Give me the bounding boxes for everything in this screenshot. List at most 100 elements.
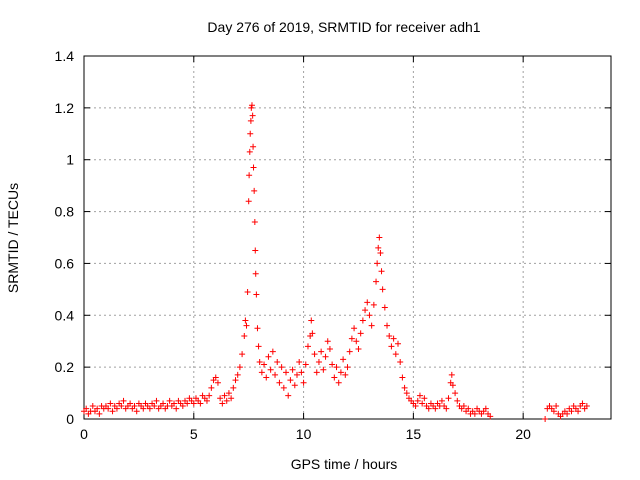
data-point [302, 361, 309, 368]
data-point [252, 270, 259, 277]
data-point [269, 348, 276, 355]
data-point [291, 382, 298, 389]
data-point [217, 395, 224, 402]
data-point [197, 400, 204, 407]
plot-area-frame [83, 55, 612, 420]
data-point [353, 338, 360, 345]
data-point [364, 299, 371, 306]
data-point [254, 325, 261, 332]
data-point [375, 244, 382, 251]
data-point [575, 408, 582, 415]
data-point [403, 390, 410, 397]
x-tick-label: 10 [296, 426, 312, 442]
data-point [366, 312, 373, 319]
data-point [263, 374, 270, 381]
data-point [206, 392, 213, 399]
data-point [243, 322, 250, 329]
data-point [109, 408, 116, 415]
data-point [171, 400, 178, 407]
data-point [482, 405, 489, 412]
data-point [362, 307, 369, 314]
y-tick-label: 0.6 [55, 255, 75, 271]
y-tick-label: 0 [66, 411, 74, 427]
data-point [223, 397, 230, 404]
grid-lines [84, 56, 611, 419]
data-point [276, 379, 283, 386]
data-point [96, 410, 103, 417]
data-point [247, 130, 254, 137]
data-point [107, 400, 114, 407]
data-point [425, 405, 432, 412]
data-point [232, 377, 239, 384]
data-point [234, 371, 241, 378]
data-point [351, 325, 358, 332]
data-point [300, 379, 307, 386]
data-point [331, 374, 338, 381]
data-point [346, 348, 353, 355]
data-point [443, 405, 450, 412]
data-point [212, 374, 219, 381]
x-tick-label: 0 [80, 426, 88, 442]
data-point [251, 218, 258, 225]
data-point [190, 400, 197, 407]
data-point [315, 358, 322, 365]
data-point [487, 413, 494, 420]
data-point [465, 405, 472, 412]
data-point [140, 405, 147, 412]
data-point [280, 384, 287, 391]
data-point [265, 353, 272, 360]
data-point [392, 351, 399, 358]
data-point [258, 369, 265, 376]
data-point [329, 361, 336, 368]
data-point [379, 286, 386, 293]
data-point [377, 250, 384, 257]
data-point [564, 410, 571, 417]
data-point [83, 405, 90, 412]
data-point [267, 366, 274, 373]
chart-title: Day 276 of 2019, SRMTID for receiver adh… [207, 19, 480, 35]
data-point [414, 397, 421, 404]
y-tick-label: 0.8 [55, 204, 75, 220]
data-point [326, 345, 333, 352]
data-point [228, 395, 235, 402]
data-point [324, 338, 331, 345]
data-point [244, 288, 251, 295]
data-point [173, 405, 180, 412]
data-point [542, 416, 549, 422]
data-point [287, 377, 294, 384]
data-point [242, 317, 249, 324]
data-point [272, 371, 279, 378]
data-point [236, 364, 243, 371]
data-point [250, 143, 257, 150]
data-point [285, 392, 292, 399]
data-point [146, 405, 153, 412]
data-point [283, 369, 290, 376]
data-point [550, 408, 557, 415]
data-point [318, 348, 325, 355]
data-point [203, 397, 210, 404]
data-point [251, 187, 258, 194]
data-point [304, 343, 311, 350]
data-point [247, 117, 254, 124]
data-point [438, 397, 445, 404]
data-point [386, 333, 393, 340]
data-point [355, 345, 362, 352]
data-point [432, 405, 439, 412]
data-point [448, 371, 455, 378]
data-point [127, 400, 134, 407]
data-point [374, 260, 381, 267]
data-point [311, 351, 318, 358]
data-point [322, 353, 329, 360]
data-point [342, 371, 349, 378]
data-point [419, 400, 426, 407]
data-point [113, 405, 120, 412]
data-point [248, 104, 255, 111]
data-point [249, 112, 256, 119]
data-point [388, 343, 395, 350]
y-tick-label: 0.2 [55, 359, 75, 375]
data-point [296, 358, 303, 365]
data-point [416, 392, 423, 399]
data-point [151, 403, 158, 410]
data-point [449, 382, 456, 389]
